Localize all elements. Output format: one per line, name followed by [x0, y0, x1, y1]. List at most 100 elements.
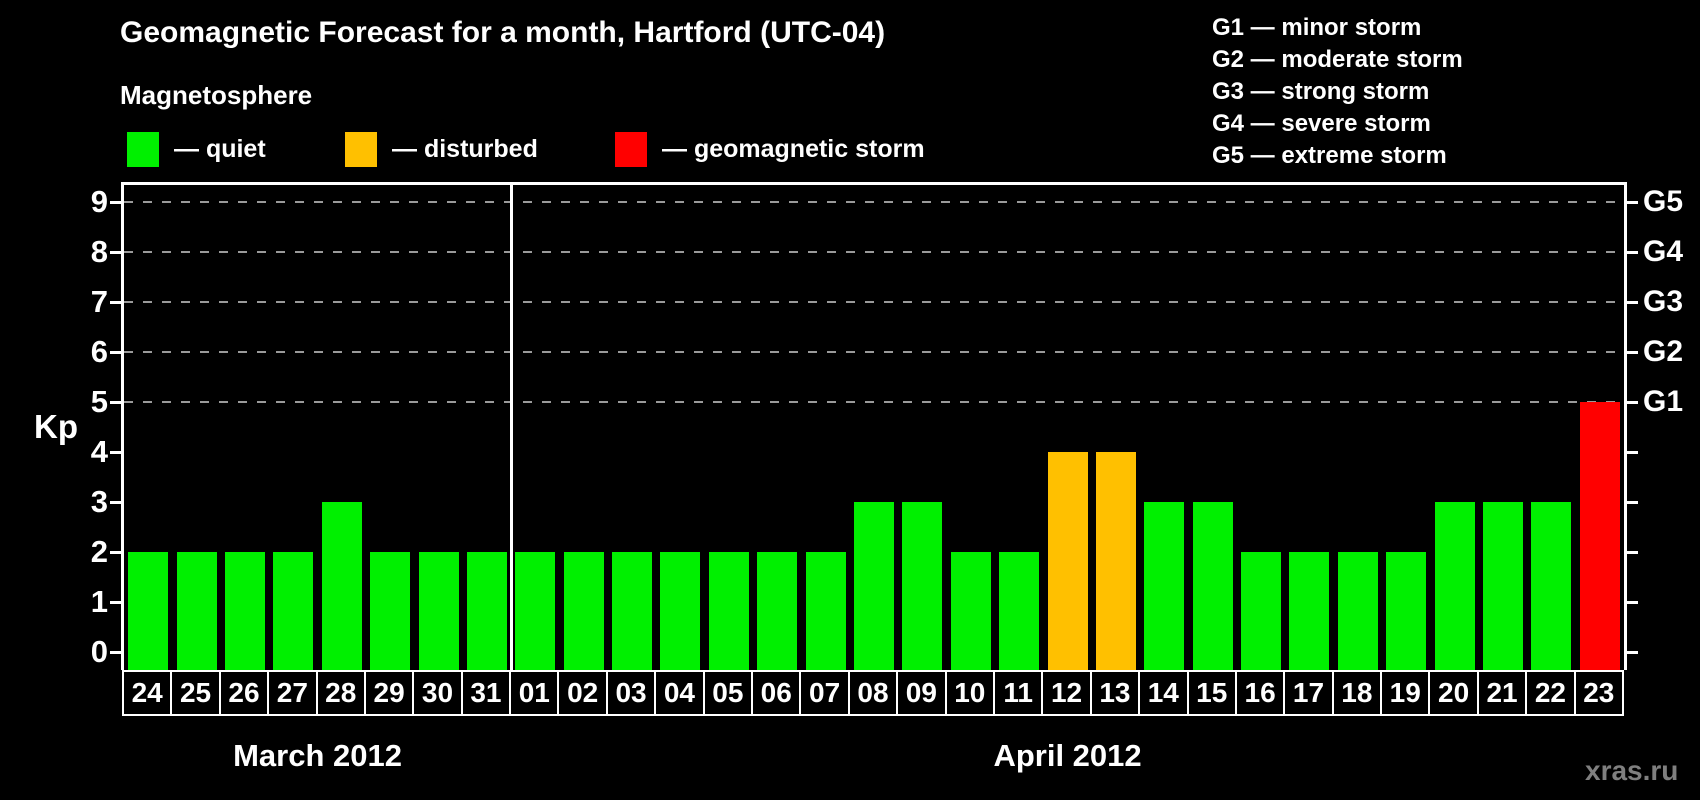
- legend-label: — geomagnetic storm: [662, 134, 925, 163]
- y-tick: [110, 551, 121, 554]
- kp-bar-28: [321, 502, 362, 670]
- kp-bar-06: [757, 552, 798, 670]
- y-tick-label: 6: [90, 334, 108, 369]
- kp-bar-01: [515, 552, 556, 670]
- kp-bar-27: [273, 552, 314, 670]
- day-cell: 10: [944, 670, 995, 716]
- g-level-label: G5: [1643, 185, 1684, 218]
- day-cell: 06: [751, 670, 802, 716]
- gridline-kp5: [124, 401, 1624, 403]
- day-cell: 11: [992, 670, 1044, 716]
- y-tick: [110, 351, 121, 354]
- day-cell: 17: [1283, 670, 1334, 716]
- g-axis-tick: [1627, 551, 1638, 554]
- day-cell: 22: [1525, 670, 1576, 716]
- month-label: April 2012: [993, 738, 1142, 773]
- day-cell: 03: [605, 670, 657, 716]
- kp-bar-11: [999, 552, 1040, 670]
- month-separator-line: [509, 185, 513, 670]
- kp-bar-21: [1483, 502, 1524, 670]
- kp-bar-30: [418, 552, 459, 670]
- day-cell: 14: [1138, 670, 1189, 716]
- g-scale-legend-line: G2 — moderate storm: [1212, 46, 1463, 73]
- y-tick: [110, 501, 121, 504]
- y-tick-label: 1: [90, 584, 108, 619]
- g-level-label: G4: [1643, 235, 1684, 268]
- y-tick: [110, 651, 121, 654]
- g-axis-tick: [1627, 351, 1638, 354]
- y-tick-label: 5: [90, 384, 108, 419]
- day-cell: 09: [896, 670, 947, 716]
- g-axis-tick: [1627, 201, 1638, 204]
- gridline-kp9: [124, 201, 1624, 203]
- g-axis-tick: [1627, 501, 1638, 504]
- g-scale-legend-line: G4 — severe storm: [1212, 110, 1431, 137]
- g-level-label: G3: [1643, 285, 1684, 318]
- legend-item: — quiet: [127, 131, 266, 167]
- day-cell: 15: [1186, 670, 1237, 716]
- legend-item: — disturbed: [345, 131, 538, 167]
- day-cell: 16: [1234, 670, 1286, 716]
- day-cell: 04: [654, 670, 705, 716]
- y-tick: [110, 451, 121, 454]
- kp-bar-16: [1241, 552, 1282, 670]
- day-cell: 28: [315, 670, 366, 716]
- y-tick: [110, 601, 121, 604]
- kp-bar-12: [1047, 452, 1088, 670]
- day-cell: 30: [412, 670, 463, 716]
- y-tick-label: 8: [90, 234, 108, 269]
- g-axis-tick: [1627, 401, 1638, 404]
- gridline-kp6: [124, 351, 1624, 353]
- y-tick-label: 9: [90, 184, 108, 219]
- kp-bar-20: [1434, 502, 1475, 670]
- day-cell: 02: [557, 670, 608, 716]
- day-cell: 21: [1476, 670, 1528, 716]
- kp-bar-07: [805, 552, 846, 670]
- kp-bar-02: [563, 552, 604, 670]
- g-scale-legend-line: G5 — extreme storm: [1212, 142, 1447, 169]
- y-tick: [110, 301, 121, 304]
- y-tick: [110, 251, 121, 254]
- day-cell: 19: [1380, 670, 1431, 716]
- y-tick-label: 2: [90, 534, 108, 569]
- day-cell: 18: [1331, 670, 1383, 716]
- day-cell: 07: [799, 670, 850, 716]
- g-level-label: G2: [1643, 335, 1684, 368]
- day-cell: 08: [847, 670, 899, 716]
- day-cell: 27: [267, 670, 318, 716]
- kp-bar-15: [1192, 502, 1233, 670]
- kp-bar-10: [950, 552, 991, 670]
- kp-bar-22: [1531, 502, 1572, 670]
- legend-label: — quiet: [174, 134, 266, 163]
- page-title: Geomagnetic Forecast for a month, Hartfo…: [120, 16, 886, 49]
- kp-bar-23: [1579, 402, 1620, 670]
- day-cell: 13: [1089, 670, 1141, 716]
- g-axis-tick: [1627, 601, 1638, 604]
- day-cell: 26: [218, 670, 270, 716]
- day-cell: 05: [702, 670, 754, 716]
- watermark: xras.ru: [1585, 755, 1679, 786]
- kp-bar-25: [176, 552, 217, 670]
- g-axis-tick: [1627, 451, 1638, 454]
- y-tick: [110, 401, 121, 404]
- day-cell: 25: [170, 670, 221, 716]
- y-tick-label: 4: [90, 434, 108, 469]
- kp-bar-14: [1144, 502, 1185, 670]
- kp-bar-18: [1337, 552, 1378, 670]
- y-tick: [110, 201, 121, 204]
- day-cell: 24: [122, 670, 173, 716]
- g-scale-legend-line: G3 — strong storm: [1212, 78, 1430, 105]
- kp-bar-26: [224, 552, 265, 670]
- month-label: March 2012: [233, 738, 402, 773]
- kp-bar-31: [466, 552, 507, 670]
- kp-bar-29: [370, 552, 411, 670]
- kp-bar-17: [1289, 552, 1330, 670]
- kp-bar-09: [902, 502, 943, 670]
- g-scale-legend: G1 — minor storm G2 — moderate storm G3 — …: [1212, 12, 1463, 172]
- day-cell: 23: [1573, 670, 1624, 716]
- day-cell: 12: [1041, 670, 1092, 716]
- chart-subtitle: Magnetosphere: [120, 80, 313, 110]
- kp-bar-04: [660, 552, 701, 670]
- y-axis-title: Kp: [34, 408, 78, 445]
